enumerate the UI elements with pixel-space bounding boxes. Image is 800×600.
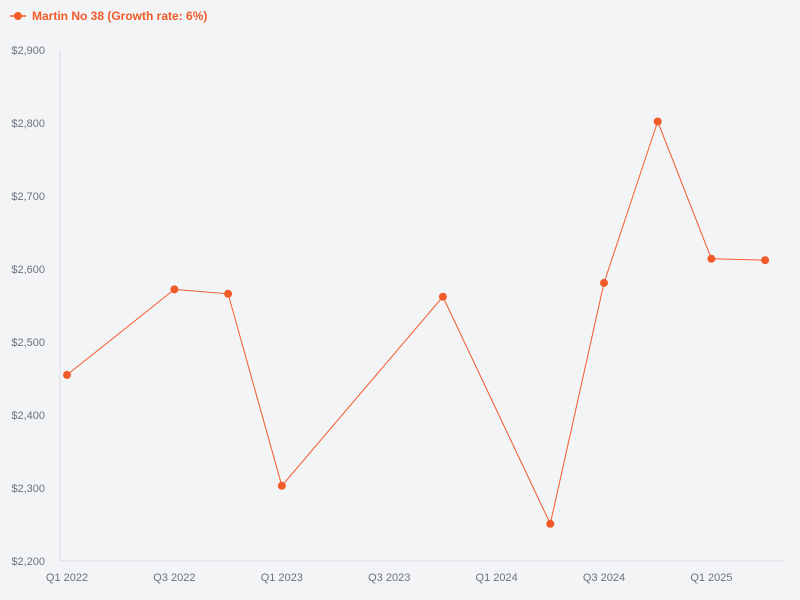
data-point [170, 285, 179, 294]
x-tick-label: Q1 2022 [46, 572, 88, 584]
legend[interactable]: Martin No 38 (Growth rate: 6%) [10, 9, 207, 23]
data-point [224, 289, 233, 298]
x-tick-label: Q1 2025 [690, 572, 732, 584]
series-line [66, 120, 766, 526]
data-point [277, 481, 286, 490]
x-tick-label: Q3 2022 [153, 572, 195, 584]
x-tick-label: Q1 2024 [476, 572, 518, 584]
legend-marker-icon [10, 12, 26, 20]
data-point [546, 519, 555, 528]
y-tick-label: $2,800 [11, 118, 45, 130]
data-point [438, 292, 447, 301]
y-tick-label: $2,600 [11, 264, 45, 276]
data-point [707, 254, 716, 263]
x-tick-label: Q3 2024 [583, 572, 625, 584]
legend-label: Martin No 38 (Growth rate: 6%) [32, 9, 208, 23]
x-tick-label: Q1 2023 [261, 572, 303, 584]
x-tick-label: Q3 2023 [368, 572, 410, 584]
y-tick-label: $2,700 [11, 191, 45, 203]
data-point [653, 117, 662, 126]
data-point [63, 370, 71, 379]
data-point [761, 256, 770, 265]
data-point [600, 278, 608, 287]
y-tick-label: $2,200 [11, 556, 45, 568]
y-tick-label: $2,500 [11, 337, 45, 349]
y-tick-label: $2,400 [11, 410, 45, 422]
y-tick-label: $2,900 [11, 45, 45, 57]
y-tick-label: $2,300 [11, 483, 45, 495]
